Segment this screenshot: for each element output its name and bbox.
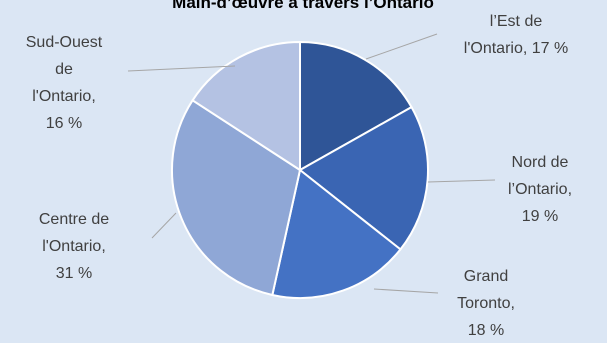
- data-label-line: Sud-Ouest: [26, 34, 103, 51]
- pie-slice: [298, 105, 429, 251]
- data-label-line: 18 %: [468, 322, 504, 339]
- data-label-line: l'Ontario,: [42, 238, 106, 255]
- data-label-line: 16 %: [46, 115, 82, 132]
- leader-line: [127, 65, 236, 72]
- pie-slices: [170, 40, 429, 299]
- leader-line: [427, 179, 496, 183]
- leader-lines: [127, 33, 496, 294]
- pie-slice: [271, 168, 402, 299]
- data-label: Sud-Ouest de l'Ontario, 16 %: [26, 34, 103, 132]
- data-label-line: l’Est de: [490, 13, 543, 30]
- data-label: Nord de l’Ontario, 19 %: [508, 154, 572, 225]
- data-label-line: l'Ontario, 17 %: [464, 40, 568, 57]
- leader-line: [151, 212, 177, 239]
- pie-slice: [170, 98, 302, 297]
- data-label-line: Centre de: [39, 211, 109, 228]
- data-label-line: l’Ontario,: [508, 181, 572, 198]
- data-label-line: Grand: [464, 268, 508, 285]
- chart-title: Main-d’œuvre à travers l’Ontario: [172, 0, 434, 12]
- leader-line: [365, 33, 438, 60]
- leader-line: [373, 288, 439, 294]
- data-label: l’Est de l'Ontario, 17 %: [464, 13, 568, 57]
- data-label-line: Nord de: [512, 154, 569, 171]
- data-label: Grand Toronto, 18 %: [457, 268, 515, 339]
- data-label: Centre de l'Ontario, 31 %: [39, 211, 109, 282]
- pie-slice: [299, 40, 413, 172]
- data-label-line: 31 %: [56, 265, 92, 282]
- data-label-line: 19 %: [522, 208, 558, 225]
- data-label-line: Toronto,: [457, 295, 515, 312]
- data-labels: l’Est de l'Ontario, 17 % Nord de l’Ontario,…: [26, 13, 572, 339]
- data-label-line: l'Ontario,: [32, 88, 96, 105]
- data-label-line: de: [55, 61, 73, 78]
- pie-slice: [191, 40, 301, 172]
